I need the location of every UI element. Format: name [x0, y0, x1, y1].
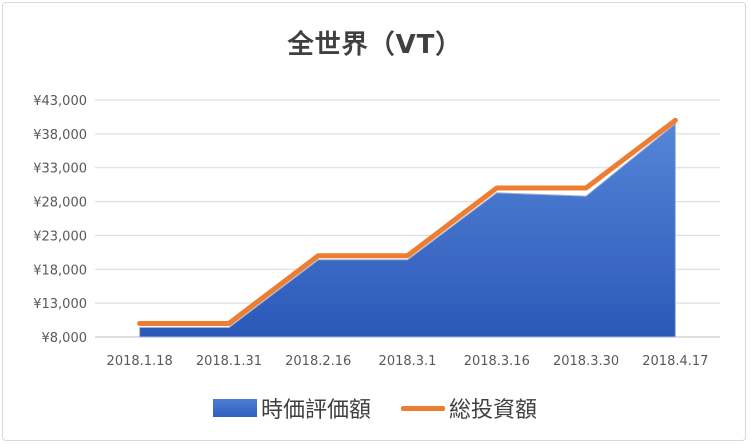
y-tick-label: ¥38,000 [33, 128, 87, 143]
legend-label-total-investment: 総投資額 [449, 398, 538, 423]
legend-item-total-investment: 総投資額 [401, 392, 537, 424]
x-tick-label: 2018.2.16 [285, 354, 351, 369]
y-tick-label: ¥28,000 [33, 196, 87, 211]
legend-swatch-line [401, 405, 445, 411]
x-tick-label: 2018.3.16 [464, 354, 530, 369]
legend-swatch-area [212, 399, 257, 417]
x-tick-label: 2018.1.31 [196, 354, 262, 369]
x-tick-label: 2018.3.1 [379, 354, 437, 369]
area-series-market-value [139, 122, 676, 338]
y-tick-label: ¥33,000 [33, 162, 87, 177]
y-tick-label: ¥18,000 [33, 263, 87, 278]
chart-legend: 時価評価額 総投資額 [0, 392, 750, 424]
legend-item-market-value: 時価評価額 [212, 392, 371, 424]
x-tick-label: 2018.3.30 [553, 354, 619, 369]
y-tick-label: ¥43,000 [33, 94, 87, 109]
chart-title: 全世界（VT） [287, 30, 463, 60]
x-tick-label: 2018.1.18 [107, 354, 173, 369]
y-tick-label: ¥23,000 [33, 229, 87, 244]
y-tick-label: ¥13,000 [33, 297, 87, 312]
line-series-total-investment [137, 117, 678, 326]
y-tick-label: ¥8,000 [42, 331, 88, 346]
legend-label-market-value: 時価評価額 [260, 398, 371, 423]
x-tick-label: 2018.4.17 [642, 354, 708, 369]
